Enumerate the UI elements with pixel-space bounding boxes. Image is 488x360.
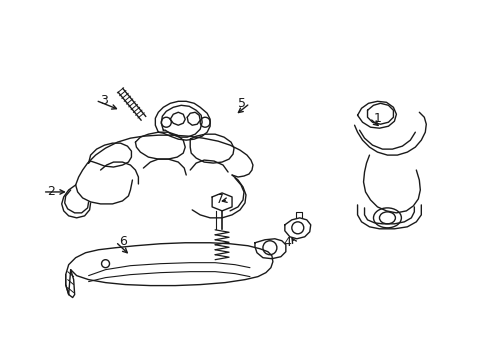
Text: 1: 1 [373,112,381,125]
Text: 3: 3 [100,94,107,107]
Text: 6: 6 [119,235,127,248]
Text: 7: 7 [216,193,224,206]
Text: 2: 2 [47,185,55,198]
Text: 4: 4 [283,236,290,249]
Text: 5: 5 [238,97,245,110]
